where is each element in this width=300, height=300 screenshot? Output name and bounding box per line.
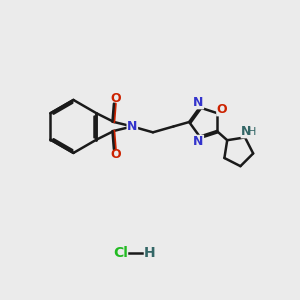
Text: H: H xyxy=(144,246,156,260)
Text: H: H xyxy=(248,127,256,136)
Text: O: O xyxy=(217,103,227,116)
Text: N: N xyxy=(127,120,137,133)
Text: N: N xyxy=(194,96,204,109)
Text: O: O xyxy=(110,148,121,160)
Text: N: N xyxy=(194,135,204,148)
Text: Cl: Cl xyxy=(113,246,128,260)
Text: O: O xyxy=(110,92,121,105)
Text: N: N xyxy=(241,125,251,138)
